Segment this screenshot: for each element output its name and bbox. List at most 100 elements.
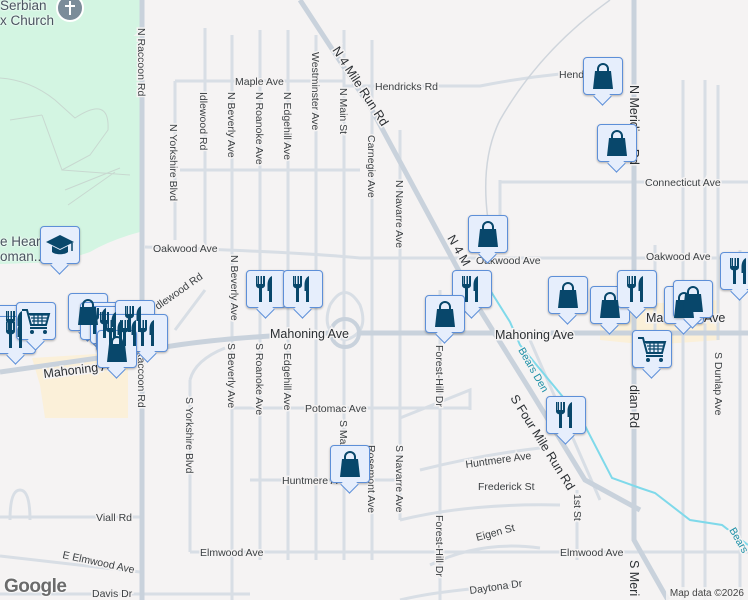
- street-label: Forest-Hill Dr: [433, 515, 445, 577]
- railway: [484, 0, 611, 221]
- shopping-marker[interactable]: [468, 215, 508, 253]
- street-label: S Edgehill Ave: [281, 343, 293, 411]
- street-label: Forest-Hill Dr: [433, 345, 445, 407]
- fork-knife-icon: [293, 276, 309, 302]
- street-label: S Dunlap Ave: [712, 352, 724, 416]
- shopping-bag-icon: [607, 130, 627, 156]
- street-label: Oakwood Ave: [646, 251, 711, 263]
- restaurant-marker[interactable]: [452, 270, 492, 308]
- shopping-marker[interactable]: [330, 445, 370, 483]
- street-label: Huntmere A: [282, 475, 337, 487]
- creek-label: Bears Den: [515, 346, 550, 395]
- map-attribution[interactable]: Map data ©2026: [665, 587, 748, 600]
- street-label: Hendricks Rd: [375, 81, 438, 93]
- street-label: E Elmwood Ave: [61, 549, 135, 576]
- street-label: Idlewood Rd: [197, 92, 209, 151]
- street-label: S Beverly Ave: [225, 343, 237, 408]
- street-label: Potomac Ave: [305, 403, 367, 415]
- street-label: N Yorkshire Blvd: [167, 124, 179, 201]
- cart-marker[interactable]: [16, 302, 56, 340]
- fork-knife-icon: [462, 276, 478, 302]
- shopping-bag-icon: [683, 286, 703, 312]
- street-label: N Roanoke Ave: [253, 92, 265, 165]
- fork-knife-icon: [256, 276, 272, 302]
- school-label-line: oman..: [0, 249, 42, 264]
- street-label: S Yorkshire Blvd: [183, 397, 195, 474]
- street-label: Frederick St: [478, 481, 535, 493]
- graduation-cap-icon: [46, 235, 74, 255]
- commercial-area: [32, 352, 128, 418]
- shopping-marker[interactable]: [597, 124, 637, 162]
- street-label: Maple Ave: [235, 76, 284, 88]
- street-label: Connecticut Ave: [645, 177, 721, 189]
- fork-knife-icon: [100, 312, 116, 338]
- street-label: S Navarre Ave: [393, 445, 405, 513]
- street-label: Ma: [646, 311, 663, 325]
- street-label: Eigen St: [475, 522, 517, 544]
- street-label: Viall Rd: [96, 512, 132, 524]
- church-label-line: Serbian: [0, 0, 47, 13]
- street-label: 1st St: [571, 494, 583, 521]
- restaurant-marker[interactable]: [546, 396, 586, 434]
- shopping-marker[interactable]: [673, 280, 713, 318]
- shopping-bag-icon: [107, 336, 127, 362]
- restaurant-marker[interactable]: [720, 252, 748, 290]
- church-marker[interactable]: [56, 0, 84, 22]
- shopping-cart-icon: [638, 337, 667, 362]
- school-label[interactable]: e Heart oman..: [0, 234, 44, 264]
- fork-knife-icon: [106, 320, 122, 346]
- street-label: Davis Dr: [92, 588, 133, 600]
- cart-marker[interactable]: [632, 330, 672, 368]
- park-area: [0, 0, 140, 264]
- street-label: N Beverly Ave: [228, 255, 240, 321]
- fork-knife-icon: [627, 276, 643, 302]
- restaurant-marker[interactable]: [246, 270, 286, 308]
- shopping-cart-icon: [22, 309, 51, 334]
- park-paths: [0, 77, 131, 206]
- street-label: N Edgehill Ave: [281, 92, 293, 160]
- shopping-bag-icon: [435, 301, 455, 327]
- restaurant-marker[interactable]: [283, 270, 323, 308]
- restaurant-marker[interactable]: [617, 270, 657, 308]
- street-label: S Ma: [337, 420, 349, 445]
- street-label: S Roanoke Ave: [253, 343, 265, 415]
- shopping-bag-icon: [558, 282, 578, 308]
- school-label-line: e Heart: [0, 234, 45, 249]
- cross-icon: [65, 1, 75, 15]
- roundabout: [329, 317, 361, 349]
- street-label: Westminster Ave: [309, 52, 321, 131]
- church-label-line: x Church: [0, 13, 55, 28]
- street-label: Oakwood Ave: [153, 243, 218, 255]
- street-label: S Meri: [627, 560, 641, 596]
- shopping-marker[interactable]: [548, 276, 588, 314]
- street-label: Mahoning Ave: [495, 328, 574, 342]
- street-label: Elmwood Ave: [200, 547, 264, 559]
- street-label: Hend: [559, 69, 584, 81]
- shopping-bag-icon: [340, 451, 360, 477]
- fork-knife-icon: [138, 320, 154, 346]
- fork-knife-icon: [6, 322, 22, 348]
- shopping-marker[interactable]: [97, 330, 137, 368]
- street-label: N Navarre Ave: [393, 180, 405, 248]
- fork-knife-icon: [120, 320, 136, 346]
- google-logo: Google: [4, 576, 67, 597]
- shopping-bag-icon: [600, 292, 620, 318]
- fork-knife-icon: [556, 402, 572, 428]
- bears-den-creek: [489, 289, 748, 546]
- street-label: Mahoning Ave: [270, 327, 349, 341]
- education-marker[interactable]: [40, 226, 80, 264]
- shopping-marker[interactable]: [425, 295, 465, 333]
- restaurant-marker[interactable]: [128, 314, 168, 352]
- street-label: N Beverly Ave: [225, 92, 237, 158]
- street-label: N Raccoon Rd: [135, 28, 147, 96]
- street-label: dlewood Rd: [153, 271, 205, 313]
- church-label[interactable]: Serbian x Church: [0, 0, 54, 28]
- street-label: Elmwood Ave: [560, 547, 624, 559]
- shopping-bag-icon: [478, 221, 498, 247]
- street-label: Daytona Dr: [469, 578, 524, 597]
- street-label: dian Rd: [627, 385, 641, 428]
- fork-knife-icon: [730, 258, 746, 284]
- shopping-marker[interactable]: [583, 57, 623, 95]
- street-label: N Main St: [337, 88, 349, 134]
- shopping-bag-icon: [593, 63, 613, 89]
